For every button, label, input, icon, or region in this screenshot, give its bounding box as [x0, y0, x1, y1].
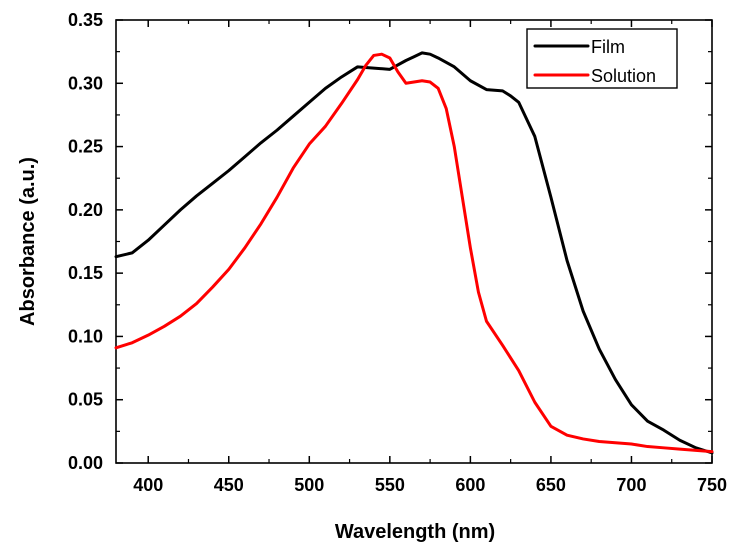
plot-area-group: 400 450 500 550 600 650 700 750 0.00 0.05 0.10 0.15…	[17, 10, 727, 543]
x-tick-label: 650	[536, 475, 566, 495]
y-tick-label: 0.25	[68, 137, 103, 157]
y-tick-label: 0.35	[68, 10, 103, 30]
x-tick-label: 750	[697, 475, 727, 495]
y-tick-label: 0.00	[68, 453, 103, 473]
x-tick-label: 400	[133, 475, 163, 495]
legend-label-film: Film	[591, 37, 625, 57]
x-tick-label: 600	[455, 475, 485, 495]
y-tick-label: 0.05	[68, 390, 103, 410]
y-tick-label: 0.10	[68, 326, 103, 346]
y-tick-label: 0.15	[68, 263, 103, 283]
legend-label-solution: Solution	[591, 66, 656, 86]
x-tick-label: 550	[375, 475, 405, 495]
x-tick-label: 500	[294, 475, 324, 495]
plot-frame	[115, 19, 713, 464]
x-tick-label: 450	[214, 475, 244, 495]
y-axis-title: Absorbance (a.u.)	[17, 157, 39, 326]
series-line-film	[114, 51, 714, 455]
x-axis-title: Wavelength (nm)	[335, 521, 495, 543]
x-tick-label: 700	[616, 475, 646, 495]
y-tick-label: 0.20	[68, 200, 103, 220]
y-tick-label: 0.30	[68, 73, 103, 93]
series-line-solution	[114, 52, 714, 454]
legend-box	[526, 28, 678, 89]
